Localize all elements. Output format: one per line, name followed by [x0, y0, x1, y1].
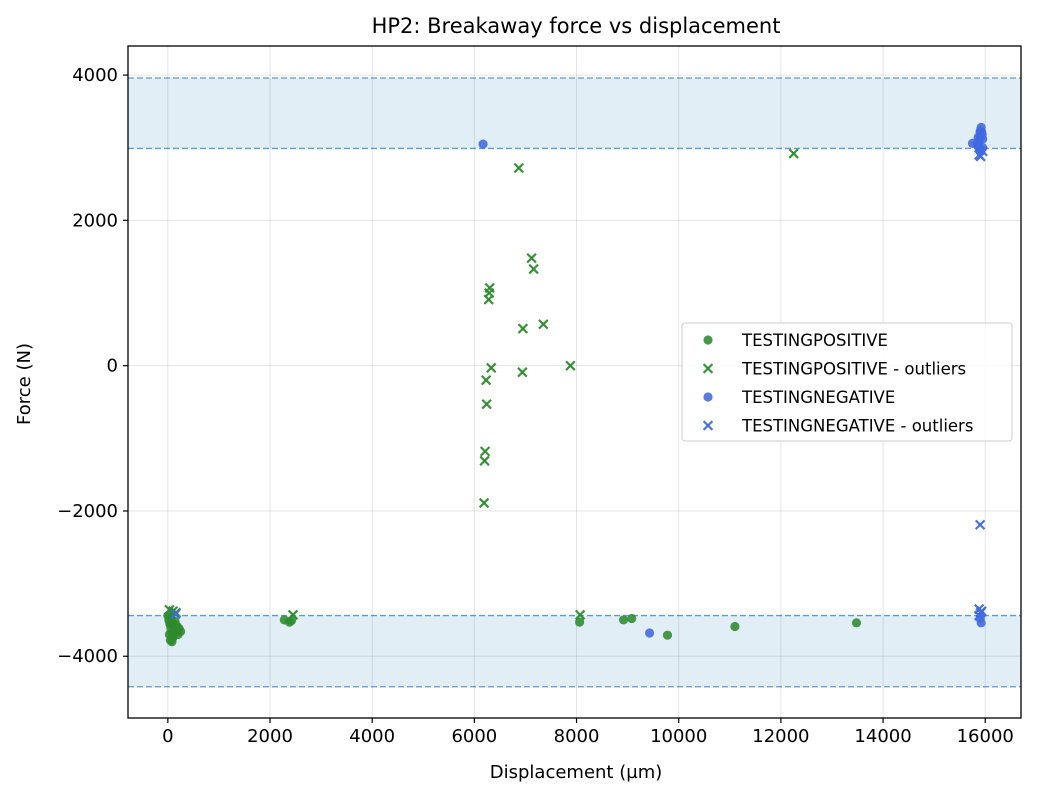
outlier-point — [486, 362, 497, 374]
data-point — [730, 621, 740, 632]
x-tick-label: 4000 — [349, 726, 395, 747]
y-tick-label: 2000 — [72, 210, 118, 231]
band-0 — [128, 77, 1021, 149]
data-point — [169, 625, 180, 635]
outlier-point — [528, 263, 539, 275]
y-axis-label: Force (N) — [14, 343, 35, 425]
outlier-point — [976, 606, 987, 617]
outlier-point — [479, 455, 490, 467]
outlier-point — [481, 398, 492, 410]
outlier-point — [517, 323, 529, 334]
x-tick-label: 14000 — [854, 726, 911, 747]
chart-title: HP2: Breakaway force vs displacement — [372, 14, 781, 38]
outlier-point — [574, 609, 586, 621]
x-tick-label: 0 — [162, 726, 173, 747]
outlier-point — [170, 608, 181, 620]
series-0 — [163, 610, 862, 647]
legend: TESTINGPOSITIVE TESTINGPOSITIVE - outlier… — [681, 322, 1013, 442]
outlier-point — [480, 375, 492, 386]
legend-box — [681, 322, 1013, 442]
x-tick-label: 16000 — [957, 726, 1014, 747]
x-tick-label: 8000 — [554, 726, 600, 747]
data-point — [644, 628, 655, 638]
legend-item-3: TESTINGNEGATIVE - outliers — [702, 417, 973, 436]
data-point — [627, 613, 637, 624]
outlier-point — [974, 519, 986, 530]
data-points — [163, 122, 988, 647]
y-tick-label: −4000 — [57, 646, 118, 667]
outlier-point — [483, 294, 494, 305]
threshold-bands — [128, 77, 1021, 688]
legend-circle-marker — [703, 335, 713, 345]
outlier-point — [526, 252, 537, 264]
data-point — [478, 139, 488, 149]
outlier-point — [788, 148, 799, 159]
x-axis-label: Displacement (µm) — [490, 762, 663, 783]
legend-circle-marker — [703, 392, 713, 402]
legend-x-marker — [702, 363, 714, 374]
y-tick-label: −2000 — [57, 501, 118, 522]
plot-frame — [127, 45, 1022, 719]
y-tick-label: 0 — [107, 356, 118, 377]
outlier-point — [513, 162, 524, 174]
legend-label: TESTINGNEGATIVE — [741, 388, 895, 407]
outlier-point — [977, 146, 988, 157]
y-tick-label: 4000 — [72, 65, 118, 86]
legend-label: TESTINGPOSITIVE — [741, 331, 888, 350]
x-tick-label: 6000 — [451, 726, 497, 747]
outlier-point — [517, 367, 528, 378]
x-tick-label: 10000 — [650, 726, 707, 747]
legend-item-1: TESTINGPOSITIVE - outliers — [702, 360, 966, 379]
outlier-point — [538, 319, 549, 330]
data-point — [575, 617, 585, 627]
legend-x-marker — [702, 420, 714, 431]
data-point — [976, 618, 986, 628]
outlier-point — [287, 609, 299, 621]
x-tick-label: 12000 — [752, 726, 809, 747]
x-tick-label: 2000 — [247, 726, 293, 747]
grid-lines — [128, 46, 1021, 718]
data-point — [973, 132, 983, 143]
legend-label: TESTINGNEGATIVE - outliers — [741, 417, 973, 436]
series-3 — [170, 146, 988, 621]
outlier-point — [565, 360, 576, 371]
y-axis-ticks: −4000 −2000 0 2000 4000 — [57, 65, 128, 667]
band-1 — [128, 615, 1021, 687]
data-point — [851, 618, 862, 628]
data-point — [662, 630, 673, 640]
outlier-point — [479, 446, 491, 457]
x-axis-ticks: 0 2000 4000 6000 8000 10000 12000 14000 16000 — [162, 718, 1014, 747]
data-point — [618, 615, 629, 625]
legend-item-0: TESTINGPOSITIVE — [703, 331, 888, 350]
legend-label: TESTINGPOSITIVE - outliers — [741, 360, 966, 379]
outlier-point — [478, 497, 490, 509]
legend-item-2: TESTINGNEGATIVE — [703, 388, 895, 407]
